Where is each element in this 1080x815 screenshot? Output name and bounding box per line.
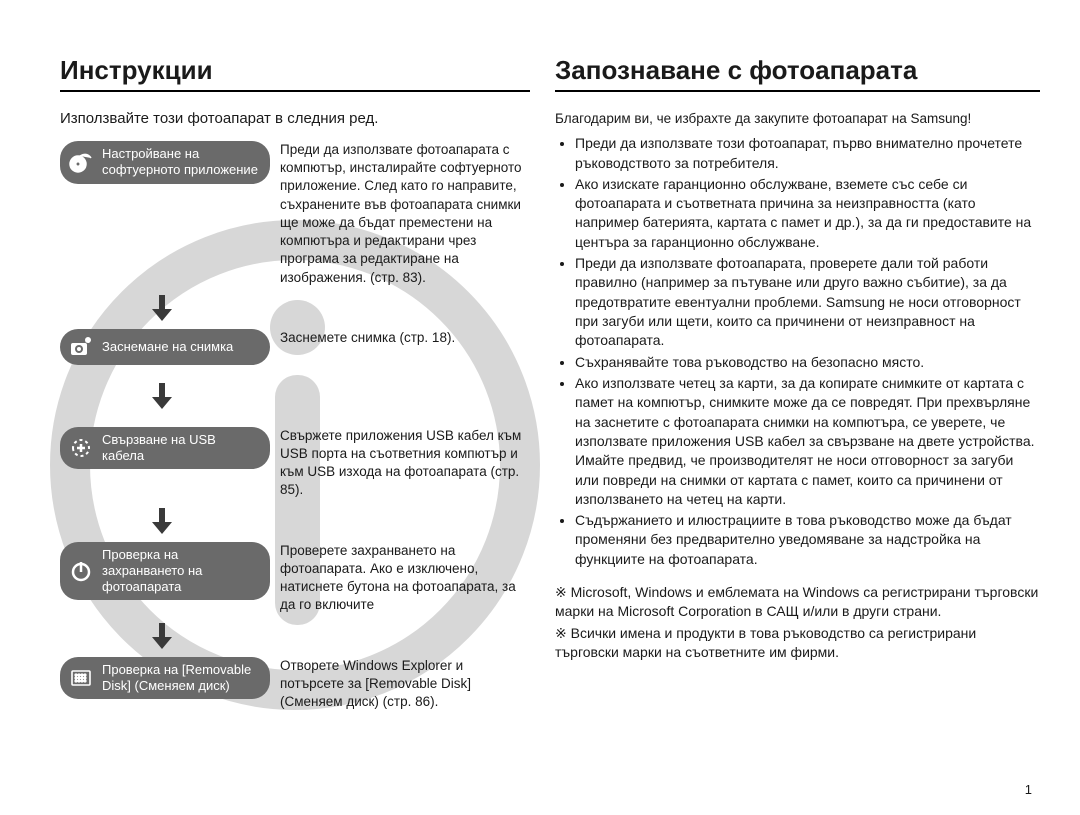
arrow-row (60, 371, 530, 427)
arrow-row (60, 506, 530, 542)
camera-icon (68, 334, 94, 360)
bullet-item: Съдържанието и илюстрациите в това ръков… (575, 511, 1040, 569)
down-arrow-icon (152, 508, 172, 539)
arrow-row (60, 293, 530, 329)
page-number: 1 (1025, 782, 1032, 797)
steps-list: Настройване на софтуерното приложение Пр… (60, 141, 530, 711)
step-row: Проверка на захранването на фотоапарата … (60, 542, 530, 615)
step-row: Заснемане на снимка Заснемете снимка (ст… (60, 329, 530, 365)
page: Инструкции Използвайте този фотоапарат в… (0, 0, 1080, 737)
step-desc: Свържете приложения USB кабел към USB по… (280, 427, 530, 500)
bullet-item: Съхранявайте това ръководство на безопас… (575, 353, 1040, 372)
step-pill-label: Настройване на софтуерното приложение (102, 146, 260, 179)
power-icon (68, 558, 94, 584)
step-row: Настройване на софтуерното приложение Пр… (60, 141, 530, 287)
disk-icon (68, 665, 94, 691)
bullet-item: Ако използвате четец за карти, за да коп… (575, 374, 1040, 509)
left-intro: Използвайте този фотоапарат в следния ре… (60, 110, 530, 127)
left-heading: Инструкции (60, 55, 530, 92)
step-pill: Заснемане на снимка (60, 329, 270, 365)
step-row: Проверка на [Removable Disk] (Сменяем ди… (60, 657, 530, 712)
step-pill: Проверка на [Removable Disk] (Сменяем ди… (60, 657, 270, 700)
usb-icon (68, 435, 94, 461)
thanks-text: Благодарим ви, че избрахте да закупите ф… (555, 110, 1040, 128)
down-arrow-icon (152, 623, 172, 654)
step-pill: Проверка на захранването на фотоапарата (60, 542, 270, 601)
right-heading: Запознаване с фотоапарата (555, 55, 1040, 92)
left-column: Инструкции Използвайте този фотоапарат в… (60, 55, 530, 717)
footnote-1: ※ Microsoft, Windows и емблемата на Wind… (555, 583, 1040, 622)
disc-icon (68, 149, 94, 175)
step-pill-label: Проверка на [Removable Disk] (Сменяем ди… (102, 662, 260, 695)
step-pill-label: Заснемане на снимка (102, 339, 233, 355)
bullet-item: Ако изискате гаранционно обслужване, взе… (575, 175, 1040, 252)
step-pill: Настройване на софтуерното приложение (60, 141, 270, 184)
bullet-list: Преди да използвате този фотоапарат, пър… (555, 134, 1040, 569)
arrow-row (60, 621, 530, 657)
right-column: Запознаване с фотоапарата Благодарим ви,… (555, 55, 1040, 717)
bullet-item: Преди да използвате този фотоапарат, пър… (575, 134, 1040, 173)
footnote-2: ※ Всички имена и продукти в това ръковод… (555, 624, 1040, 663)
step-desc: Преди да използвате фотоапарата с компют… (280, 141, 530, 287)
step-pill-label: Свързване на USB кабела (102, 432, 260, 465)
bullet-item: Преди да използвате фотоапарата, провере… (575, 254, 1040, 351)
step-desc: Отворете Windows Explorer и потърсете за… (280, 657, 530, 712)
step-pill: Свързване на USB кабела (60, 427, 270, 470)
down-arrow-icon (152, 383, 172, 414)
step-pill-label: Проверка на захранването на фотоапарата (102, 547, 260, 596)
step-row: Свързване на USB кабела Свържете приложе… (60, 427, 530, 500)
down-arrow-icon (152, 295, 172, 326)
step-desc: Проверете захранването на фотоапарата. А… (280, 542, 530, 615)
step-desc: Заснемете снимка (стр. 18). (280, 329, 530, 347)
